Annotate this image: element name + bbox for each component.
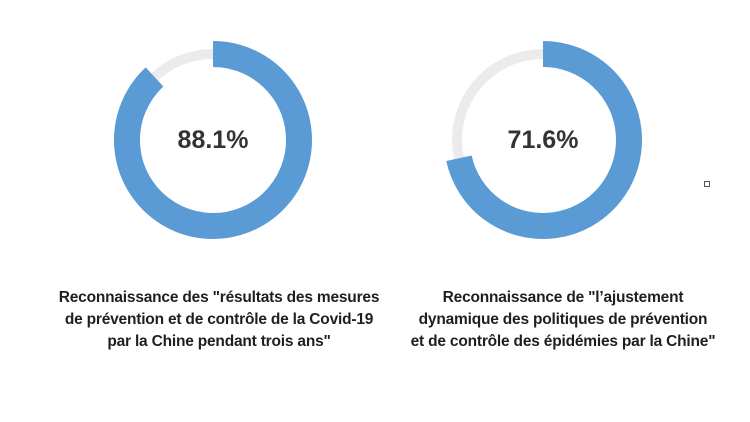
donut-caption-1: Reconnaissance des "résultats des mesure…: [49, 287, 389, 353]
caption-line: et de contrôle des épidémies par la Chin…: [410, 333, 716, 350]
caption-line: par la Chine pendant trois ans": [107, 333, 331, 350]
caption-line: Reconnaissance de "l’ajustement: [442, 289, 684, 306]
caption-line: de prévention et de contrôle de la Covid…: [64, 311, 374, 328]
donut-value-label-2: 71.6%: [508, 126, 579, 154]
donut-value-label-1: 88.1%: [178, 126, 249, 154]
donut-value-arc-2: [446, 41, 642, 239]
donut-chart-1: 88.1%: [114, 41, 312, 239]
small-square-marker: [704, 181, 710, 187]
donut-value-arc-1: [114, 41, 312, 239]
donut-chart-2: 71.6%: [446, 41, 642, 239]
caption-line: Reconnaissance des "résultats des mesure…: [58, 289, 380, 306]
donut-caption-2: Reconnaissance de "l’ajustement dynamiqu…: [393, 287, 733, 353]
caption-line: dynamique des politiques de prévention: [418, 311, 708, 328]
